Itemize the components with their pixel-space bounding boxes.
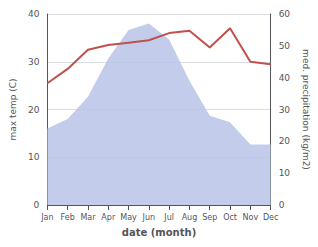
svg-text:Apr: Apr (101, 213, 116, 222)
svg-text:Jan: Jan (40, 213, 53, 222)
svg-text:max temp (C): max temp (C) (8, 78, 18, 140)
svg-text:Jul: Jul (163, 213, 174, 222)
svg-text:0: 0 (34, 200, 40, 210)
svg-text:Sep: Sep (202, 213, 217, 222)
svg-text:Aug: Aug (182, 213, 198, 222)
svg-text:May: May (120, 213, 137, 222)
svg-text:30: 30 (28, 57, 40, 67)
svg-text:Mar: Mar (80, 213, 96, 222)
svg-text:30: 30 (279, 105, 291, 115)
svg-text:0: 0 (279, 200, 285, 210)
svg-text:Jun: Jun (142, 213, 156, 222)
svg-text:Feb: Feb (61, 213, 75, 222)
svg-text:Dec: Dec (263, 213, 278, 222)
svg-text:Nov: Nov (243, 213, 259, 222)
svg-text:10: 10 (28, 152, 40, 162)
svg-text:40: 40 (28, 9, 40, 19)
svg-text:60: 60 (279, 9, 291, 19)
svg-text:Oct: Oct (223, 213, 237, 222)
svg-text:20: 20 (28, 105, 40, 115)
svg-text:50: 50 (279, 41, 291, 51)
svg-text:med. precipitation (kg/m2): med. precipitation (kg/m2) (301, 49, 311, 170)
svg-text:20: 20 (279, 136, 291, 146)
svg-text:date (month): date (month) (122, 227, 196, 238)
svg-text:40: 40 (279, 73, 291, 83)
svg-text:10: 10 (279, 168, 291, 178)
